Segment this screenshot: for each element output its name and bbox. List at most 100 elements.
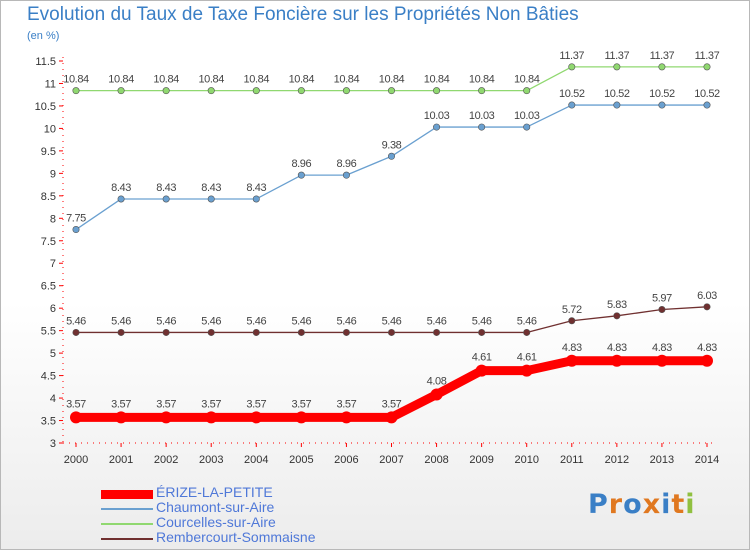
x-tick-label: 2005 [289,454,313,466]
data-point [115,411,128,424]
data-label: 3.57 [111,398,131,410]
legend-item: Rembercourt-Sommaisne [101,529,361,546]
y-tick-label: 3.5 [41,416,56,428]
y-tick-label: 11.5 [35,56,56,68]
legend-label: ÉRIZE-LA-PETITE [156,484,273,500]
legend-label: Courcelles-sur-Aire [156,514,276,530]
data-label: 7.75 [66,213,86,225]
legend-label: Rembercourt-Sommaisne [156,529,316,545]
data-label: 8.43 [156,182,176,194]
data-label: 5.46 [111,315,131,327]
data-label: 4.83 [562,342,582,354]
x-tick-label: 2001 [109,454,133,466]
data-point [387,152,395,160]
data-label: 10.52 [559,88,585,100]
data-label: 11.37 [604,50,629,62]
data-label: 5.46 [156,315,176,327]
x-tick-label: 2006 [334,454,358,466]
data-point [207,87,215,95]
data-point [568,63,576,71]
data-label: 10.84 [289,74,315,86]
y-tick-label: 3 [50,438,56,450]
y-tick-label: 8.5 [41,191,56,203]
legend-item: Chaumont-sur-Aire [101,499,361,516]
data-point [250,411,263,424]
y-tick-label: 10 [44,123,56,135]
data-point [385,411,398,424]
data-point [613,101,621,109]
data-label: 10.84 [469,74,495,86]
data-point [478,328,486,336]
data-point [478,87,486,95]
data-point [658,306,666,314]
data-label: 10.03 [514,110,540,122]
data-label: 8.43 [111,182,131,194]
legend-swatch [101,489,153,499]
legend-label: Chaumont-sur-Aire [156,499,275,515]
data-point [387,328,395,336]
y-tick-label: 10.5 [35,101,56,113]
data-point [117,195,125,203]
y-tick-label: 6 [50,303,56,315]
data-label: 10.03 [469,110,495,122]
x-tick-label: 2000 [64,454,88,466]
data-point [342,328,350,336]
data-label: 5.46 [427,315,447,327]
data-label: 4.83 [652,342,672,354]
data-label: 11.37 [559,50,584,62]
data-point [117,87,125,95]
x-tick-label: 2002 [154,454,178,466]
y-tick-label: 9.5 [41,146,56,158]
data-point [703,101,711,109]
data-label: 3.57 [156,398,176,410]
data-point [207,195,215,203]
data-label: 10.84 [244,74,270,86]
data-point [342,171,350,179]
y-tick-label: 11 [45,78,56,90]
y-tick-label: 7.5 [41,236,56,248]
data-label: 5.46 [472,315,492,327]
data-label: 3.57 [382,398,402,410]
data-point [568,317,576,325]
x-tick-label: 2008 [424,454,448,466]
data-point [655,354,668,367]
data-label: 5.46 [201,315,221,327]
x-tick-label: 2004 [244,454,268,466]
data-point [162,195,170,203]
data-point [160,411,173,424]
data-point [568,101,576,109]
data-point [565,354,578,367]
data-label: 10.84 [63,74,89,86]
data-point [70,411,82,424]
data-label: 4.61 [472,352,492,364]
data-label: 10.84 [379,74,405,86]
data-point [252,195,260,203]
data-label: 5.83 [607,299,627,311]
data-point [520,364,533,377]
data-label: 4.83 [607,342,627,354]
y-tick-label: 5.5 [41,326,56,338]
data-label: 5.46 [246,315,266,327]
data-label: 10.52 [649,88,675,100]
data-label: 4.61 [517,352,537,364]
x-tick-label: 2011 [560,454,584,466]
legend-swatch [101,523,153,525]
data-point [162,87,170,95]
data-label: 4.08 [427,375,447,387]
data-point [340,411,353,424]
data-point [297,171,305,179]
data-point [433,87,441,95]
y-tick-label: 6.5 [41,281,56,293]
data-point [252,87,260,95]
data-point [610,354,623,367]
data-label: 11.37 [650,50,675,62]
data-label: 10.52 [694,88,720,100]
y-tick-label: 4 [50,393,56,405]
data-point [297,87,305,95]
chart-title: Evolution du Taux de Taxe Foncière sur l… [27,4,579,25]
data-label: 6.03 [697,290,717,302]
data-point [430,388,443,401]
data-label: 10.84 [153,74,179,86]
